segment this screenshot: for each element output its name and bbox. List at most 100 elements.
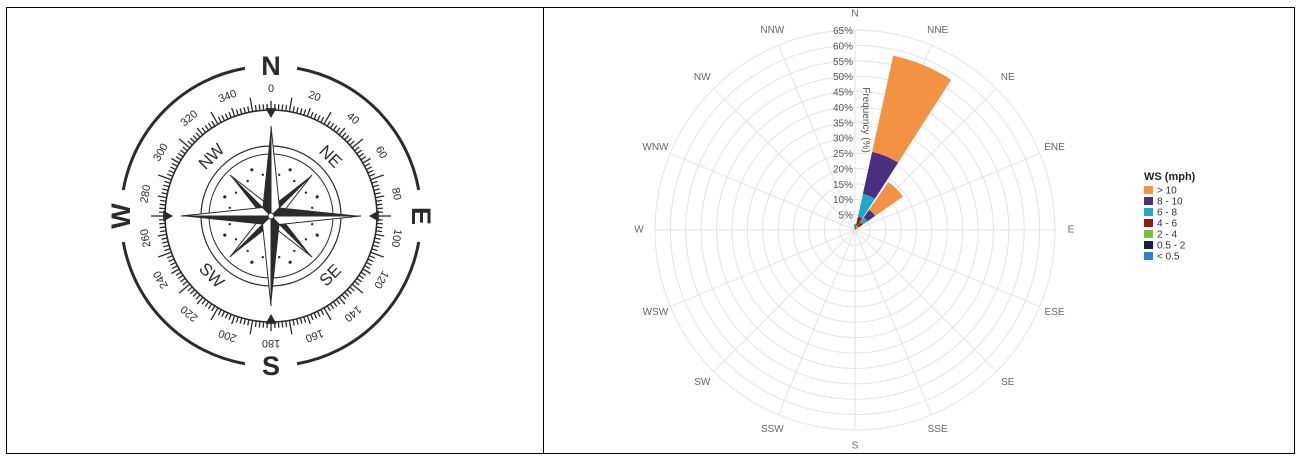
direction-label: NW: [694, 72, 711, 83]
dot-mark: [316, 195, 319, 198]
degree-tick: [167, 174, 173, 176]
degree-tick: [188, 287, 192, 291]
outer-ring-arc: [297, 68, 419, 190]
degree-tick: [368, 259, 373, 261]
radial-tick-label: 10%: [833, 195, 853, 206]
degree-label: 300: [151, 142, 171, 164]
degree-tick: [366, 167, 371, 170]
grid-spoke: [670, 230, 855, 307]
degree-tick: [297, 319, 298, 325]
legend-swatch: [1144, 208, 1153, 216]
degree-tick: [205, 125, 209, 130]
dot-mark: [223, 195, 226, 198]
degree-tick: [225, 313, 227, 318]
direction-label: NNE: [927, 25, 948, 36]
degree-tick: [169, 259, 174, 261]
degree-tick: [371, 252, 384, 257]
degree-label: 100: [389, 228, 404, 248]
degree-tick: [196, 295, 200, 299]
legend-label: 4 - 6: [1157, 219, 1177, 230]
degree-tick: [222, 115, 225, 120]
dot-mark: [305, 238, 307, 240]
degree-tick: [240, 318, 242, 324]
degree-tick: [342, 133, 346, 137]
radial-tick-label: 60%: [833, 41, 853, 52]
degree-tick: [307, 108, 310, 116]
degree-tick: [193, 135, 197, 139]
direction-label: N: [851, 9, 858, 20]
degree-tick: [333, 125, 337, 130]
radial-tick-label: 40%: [833, 103, 853, 114]
legend-swatch: [1144, 219, 1153, 227]
degree-tick: [357, 150, 362, 154]
degree-tick: [350, 287, 354, 291]
degree-tick: [163, 245, 169, 247]
degree-tick: [327, 121, 330, 126]
degree-tick: [158, 196, 167, 198]
degree-tick: [178, 275, 183, 278]
star-point-light: [271, 216, 361, 224]
dot-mark: [316, 234, 319, 237]
degree-tick: [197, 297, 203, 304]
degree-tick: [250, 320, 252, 334]
grid-spoke: [670, 153, 855, 230]
degree-tick: [350, 141, 354, 145]
degree-tick: [286, 105, 287, 111]
wind-rose-panel: 5%10%15%20%25%30%35%40%45%50%55%60%65%Fr…: [544, 8, 1294, 453]
degree-label: 340: [217, 88, 238, 106]
degree-tick: [297, 107, 298, 113]
radial-tick-label: 15%: [833, 180, 853, 191]
direction-label: NNW: [760, 25, 784, 36]
degree-tick: [176, 157, 181, 160]
radial-tick-label: 5%: [839, 211, 854, 222]
degree-tick: [333, 302, 337, 307]
radial-tick-label: 25%: [833, 149, 853, 160]
star-point-light: [181, 208, 271, 216]
legend-label: 2 - 4: [1157, 230, 1177, 241]
degree-tick: [314, 313, 316, 318]
direction-label: S: [852, 441, 859, 452]
dot-mark: [235, 191, 237, 193]
radial-tick-label: 50%: [833, 72, 853, 83]
intercardinal-label: SW: [195, 259, 228, 292]
legend-title: WS (mph): [1144, 171, 1196, 183]
cardinal-label: S: [262, 351, 280, 381]
degree-tick: [376, 231, 382, 232]
degree-tick: [160, 204, 166, 205]
legend-label: 0.5 - 2: [1157, 241, 1186, 252]
degree-tick: [160, 227, 166, 228]
degree-tick: [248, 320, 249, 326]
dot-mark: [293, 250, 295, 252]
degree-tick: [345, 292, 349, 296]
direction-label: E: [1068, 225, 1075, 236]
degree-tick: [218, 117, 221, 122]
degree-tick: [336, 128, 340, 133]
degree-tick: [321, 310, 324, 315]
grid-spoke: [855, 230, 1040, 307]
wind-bar-segment: [872, 56, 951, 163]
direction-label: SSE: [928, 424, 948, 435]
degree-tick: [162, 189, 168, 190]
degree-tick: [327, 306, 330, 311]
direction-label: SSW: [761, 424, 784, 435]
degree-tick: [160, 231, 166, 232]
dot-mark: [278, 256, 280, 258]
radial-tick-label: 55%: [833, 57, 853, 68]
cardinal-label: W: [106, 203, 136, 229]
dot-mark: [305, 191, 307, 193]
direction-label: WNW: [642, 142, 669, 153]
intercardinal-label: NW: [195, 140, 228, 173]
degree-tick: [158, 234, 167, 236]
intercardinal-label: NE: [315, 142, 345, 172]
degree-label: 220: [178, 303, 200, 324]
degree-tick: [372, 249, 378, 251]
legend-swatch: [1144, 252, 1153, 260]
degree-tick: [304, 109, 306, 115]
degree-tick: [352, 139, 363, 148]
degree-label: 80: [389, 187, 403, 201]
degree-tick: [376, 200, 382, 201]
degree-tick: [202, 300, 206, 305]
degree-label: 40: [344, 110, 361, 127]
degree-tick: [225, 114, 227, 119]
